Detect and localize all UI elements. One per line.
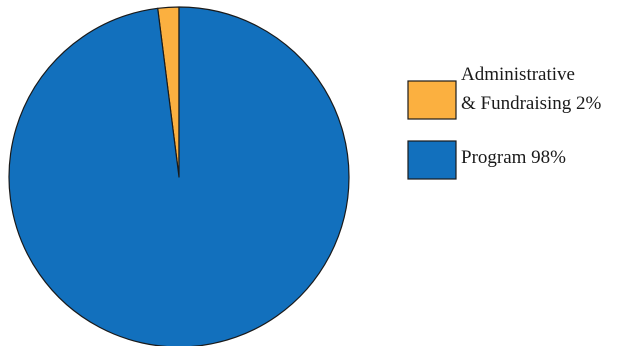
legend-swatch-1 [407, 140, 457, 180]
legend-swatch-0 [407, 80, 457, 120]
legend-label-1-line-0: Program 98% [461, 147, 566, 168]
legend-label-0-line-1: & Fundraising 2% [461, 93, 602, 114]
legend-label-0-line-0: Administrative [461, 64, 575, 85]
legend: Administrative & Fundraising 2% Program 98… [407, 64, 602, 180]
pie-slices [8, 6, 350, 346]
pie-slice-1 [8, 6, 350, 346]
